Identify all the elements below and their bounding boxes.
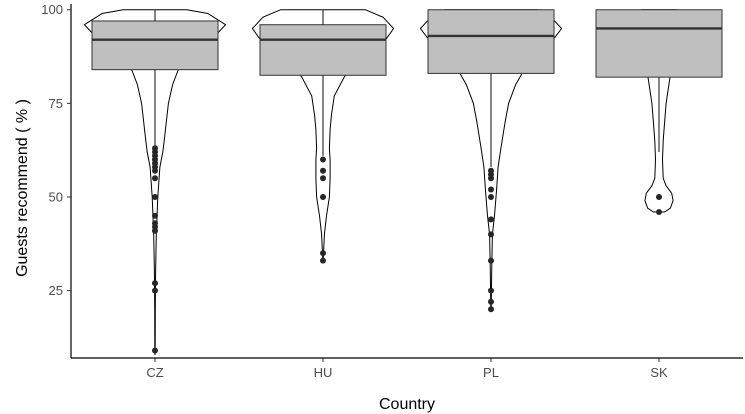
boxplot-pl xyxy=(427,9,555,168)
outlier-point-cz xyxy=(152,194,158,200)
box-sk xyxy=(595,9,723,78)
box-pl xyxy=(427,9,555,74)
outlier-point-hu xyxy=(320,156,326,163)
y-axis: 25 50 75 100 xyxy=(41,2,72,358)
outlier-point-pl xyxy=(488,257,494,264)
y-tick-label-25: 25 xyxy=(49,283,63,298)
box-cz xyxy=(91,20,219,71)
outlier-point-hu xyxy=(320,194,326,200)
x-tick-label-cz: CZ xyxy=(146,365,163,380)
outlier-point-pl xyxy=(488,287,494,294)
outlier-point-pl xyxy=(488,298,494,305)
violin-hu xyxy=(251,9,395,262)
y-tick-label-50: 50 xyxy=(49,189,63,204)
outlier-point-cz xyxy=(152,280,158,287)
outlier-point-pl xyxy=(488,306,494,313)
outlier-point-hu xyxy=(320,257,326,264)
x-axis: CZ HU PL SK xyxy=(71,357,743,380)
outlier-point-hu xyxy=(320,175,326,182)
plot-area xyxy=(83,9,723,355)
outlier-point-sk xyxy=(656,209,662,215)
violin-cz xyxy=(83,9,227,355)
y-tick-label-75: 75 xyxy=(49,96,63,111)
outlier-point-cz xyxy=(152,347,158,354)
outlier-point-hu xyxy=(320,167,326,174)
outlier-point-cz xyxy=(152,212,158,219)
outlier-point-hu xyxy=(320,250,326,257)
x-axis-title: Country xyxy=(379,396,435,413)
box-hu xyxy=(259,24,387,76)
y-axis-title: Guests recommend ( % ) xyxy=(14,99,31,277)
outlier-point-pl xyxy=(488,231,494,238)
y-tick-label-100: 100 xyxy=(41,2,63,17)
outlier-point-pl xyxy=(488,194,494,200)
boxplot-cz xyxy=(91,9,219,149)
outlier-point-pl xyxy=(488,167,494,174)
outlier-point-cz xyxy=(152,220,158,227)
outlier-point-cz xyxy=(152,175,158,182)
boxplot-sk xyxy=(595,9,723,153)
x-tick-label-sk: SK xyxy=(650,365,668,380)
outlier-point-pl xyxy=(488,216,494,223)
x-tick-label-hu: HU xyxy=(314,365,333,380)
outlier-point-cz xyxy=(152,287,158,294)
boxplot-hu xyxy=(259,9,387,156)
outlier-point-sk xyxy=(656,194,662,200)
outlier-point-cz xyxy=(152,145,158,152)
x-tick-label-pl: PL xyxy=(483,365,499,380)
outlier-point-pl xyxy=(488,186,494,193)
